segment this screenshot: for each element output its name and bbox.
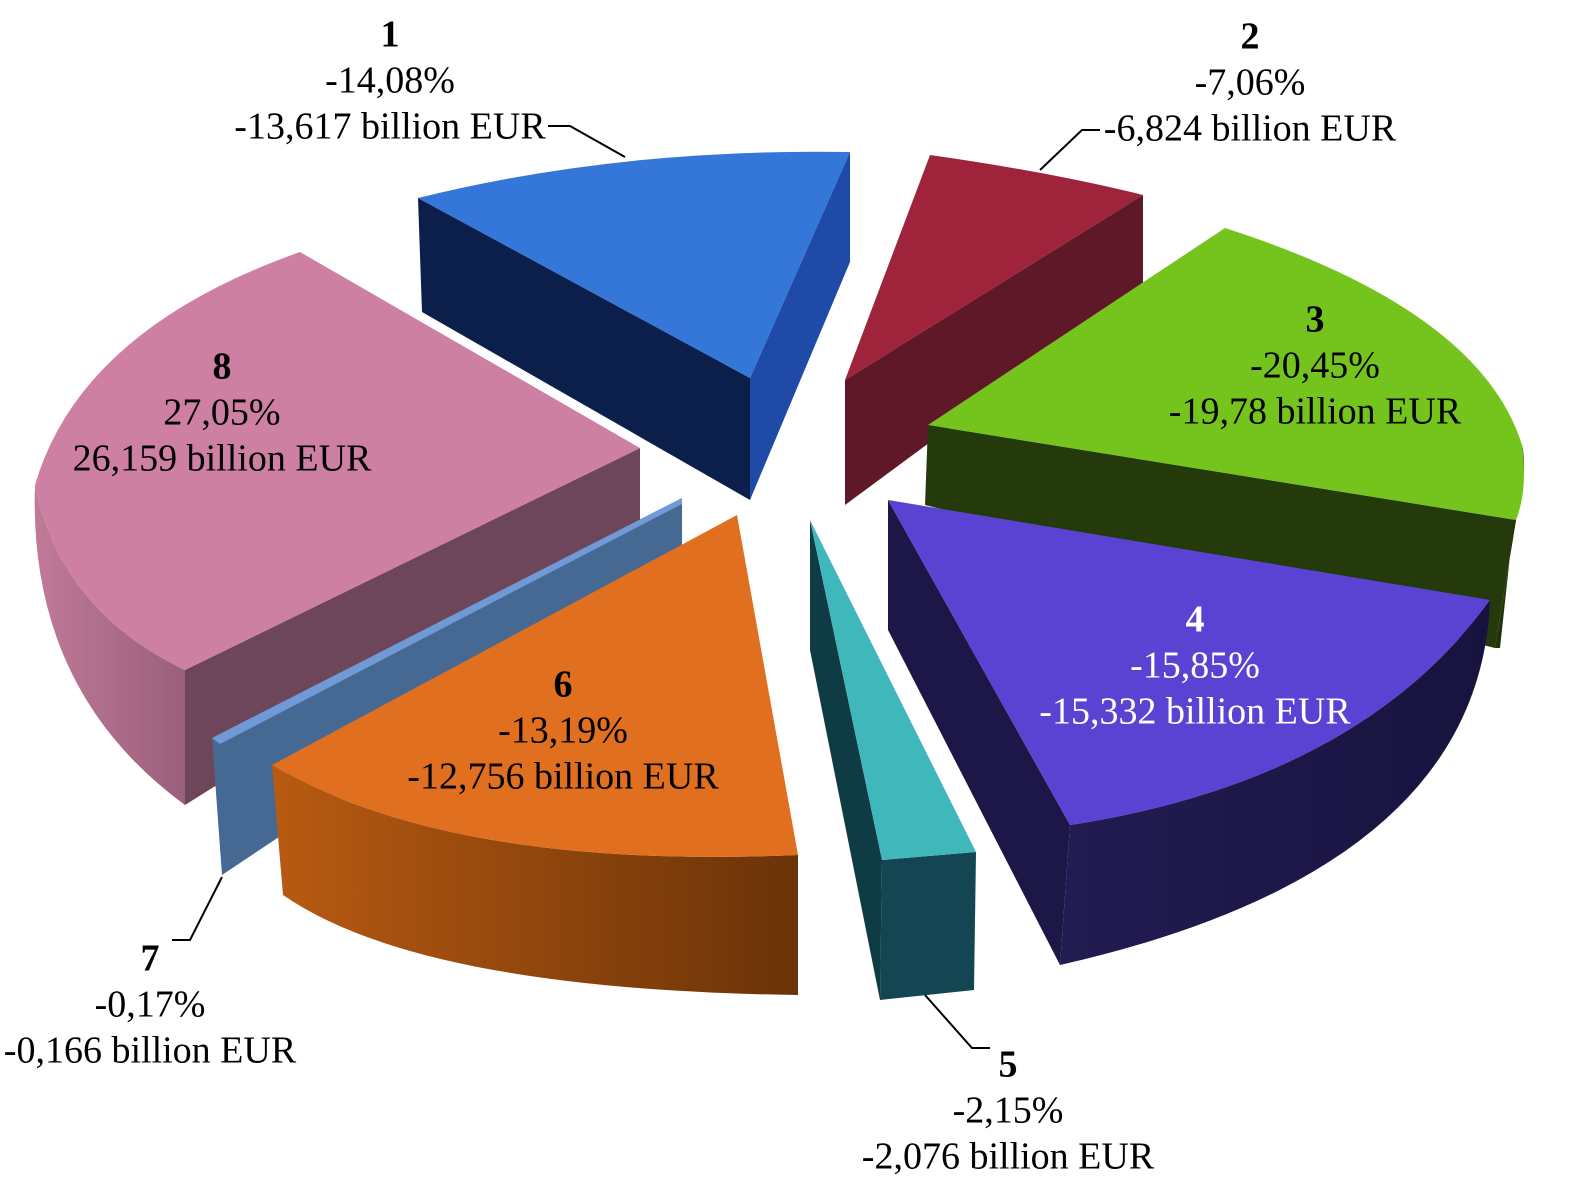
- slice-6-rim: [272, 765, 798, 995]
- slice-7-number: 7: [141, 937, 160, 979]
- leader-lines: [172, 125, 1100, 1049]
- slice-5: [810, 520, 976, 1000]
- slice-6-number: 6: [554, 663, 573, 705]
- slice-2-percent: -7,06%: [1195, 61, 1306, 103]
- slice-4: [888, 500, 1490, 965]
- slice-4-side: [888, 500, 1070, 965]
- slice-3-number: 3: [1306, 298, 1325, 340]
- slice-label-5: 5-2,15%-2,076 billion EUR: [862, 1043, 1155, 1177]
- slice-6: [272, 515, 798, 995]
- slice-1-amount: -13,617 billion EUR: [234, 105, 546, 147]
- slice-2-top: [845, 155, 1143, 380]
- slice-8-number: 8: [213, 345, 232, 387]
- slice-1-number: 1: [381, 13, 400, 55]
- slice-2-number: 2: [1241, 15, 1260, 57]
- slice-2-amount: -6,824 billion EUR: [1104, 107, 1397, 149]
- slice-labels: 1-14,08%-13,617 billion EUR 2-7,06%-6,824…: [4, 13, 1462, 1177]
- slice-5-side-left: [810, 520, 882, 1000]
- slice-4-percent: -15,85%: [1130, 644, 1260, 686]
- slice-label-8: 827,05%26,159 billion EUR: [73, 345, 372, 479]
- slice-8-top: [35, 252, 640, 670]
- slice-8-percent: 27,05%: [163, 391, 280, 433]
- slice-1-side-right: [750, 152, 850, 500]
- slice-7-amount: -0,166 billion EUR: [4, 1029, 297, 1071]
- leader-line-2: [1039, 129, 1100, 171]
- slice-label-7: 7-0,17%-0,166 billion EUR: [4, 937, 297, 1071]
- slice-7-percent: -0,17%: [95, 983, 206, 1025]
- slice-2-side: [845, 195, 1143, 505]
- slice-4-top: [888, 500, 1490, 825]
- slice-6-top: [272, 515, 798, 857]
- slice-8-amount: 26,159 billion EUR: [73, 437, 372, 479]
- slice-1-side-left: [418, 198, 750, 500]
- slice-label-1: 1-14,08%-13,617 billion EUR: [234, 13, 546, 147]
- slice-label-6: 6-13,19%-12,756 billion EUR: [407, 663, 719, 797]
- slice-1-top: [418, 151, 850, 378]
- slice-3-percent: -20,45%: [1250, 344, 1380, 386]
- leader-line-7: [172, 876, 223, 941]
- slice-5-amount: -2,076 billion EUR: [862, 1135, 1155, 1177]
- slice-label-3: 3-20,45%-19,78 billion EUR: [1169, 298, 1462, 432]
- slice-5-top: [810, 520, 976, 860]
- leader-line-1: [548, 125, 626, 158]
- slice-4-amount: -15,332 billion EUR: [1039, 690, 1351, 732]
- leader-line-5: [924, 994, 990, 1049]
- slice-1-percent: -14,08%: [325, 59, 455, 101]
- slice-6-percent: -13,19%: [498, 709, 628, 751]
- slice-2: [845, 155, 1143, 505]
- slice-3-top: [928, 228, 1524, 520]
- slice-label-2: 2-7,06%-6,824 billion EUR: [1104, 15, 1397, 149]
- slice-7-top: [212, 498, 682, 744]
- slice-3-amount: -19,78 billion EUR: [1169, 390, 1462, 432]
- slice-1: [418, 151, 850, 500]
- slice-5-percent: -2,15%: [953, 1089, 1064, 1131]
- slice-5-number: 5: [999, 1043, 1018, 1085]
- slice-5-front: [880, 852, 976, 1000]
- slice-4-rim: [1060, 600, 1490, 965]
- slice-label-4: 4-15,85%-15,332 billion EUR: [1039, 598, 1351, 732]
- slice-6-amount: -12,756 billion EUR: [407, 755, 719, 797]
- slice-8-rim: [34, 485, 185, 805]
- slice-4-number: 4: [1186, 598, 1205, 640]
